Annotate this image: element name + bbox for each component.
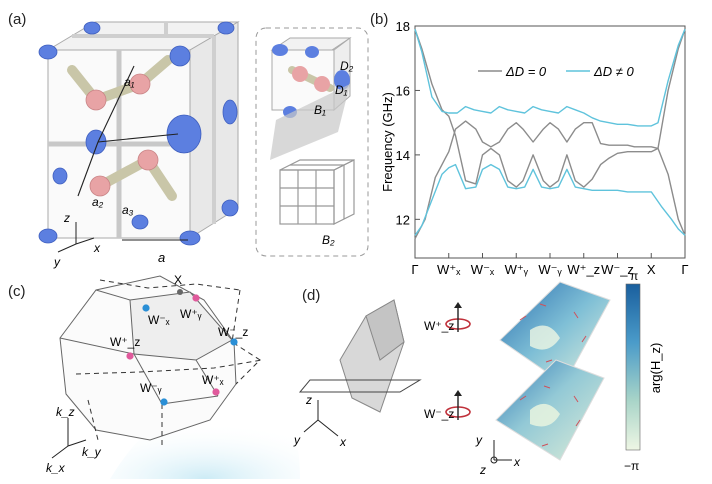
colorbar [625, 283, 641, 451]
x-ticks: Γ W⁺ₓ W⁻ₓ W⁺ᵧ W⁻ᵧ W⁺_z W⁻_z X Γ [411, 253, 689, 277]
chart-frame [414, 25, 686, 259]
panel-a-label: (a) [8, 11, 26, 28]
unit-cell-cube [46, 21, 240, 239]
legend: ΔD = 0 ΔD ≠ 0 [478, 64, 634, 79]
panel-c: (c) X W⁻ₓ W⁺ᵧ W⁺ [8, 273, 300, 479]
y-tick-label: 12 [396, 212, 410, 227]
pt-Wx-minus: W⁻ₓ [148, 313, 170, 327]
pt-Wz-minus: W⁻_z [218, 325, 248, 339]
y-axis-label: Frequency (GHz) [380, 92, 395, 192]
axis-y-d: y [293, 433, 301, 447]
high-symmetry-points [126, 289, 238, 406]
panel-d-label: (d) [302, 287, 320, 304]
panel-b-label: (b) [370, 11, 388, 28]
inset-unit [270, 37, 352, 160]
axis-y-d2: y [475, 433, 483, 447]
series-line-2 [414, 28, 686, 127]
bz-dashed [75, 279, 263, 448]
x-tick-label: W⁻_z [601, 262, 634, 277]
vector-a3: a₃ [122, 203, 134, 217]
colorbar-max: π [630, 269, 638, 283]
axis-kx: k_x [46, 461, 66, 475]
row-label-minus: W⁻_z [424, 407, 454, 421]
prism-3d [298, 299, 422, 413]
pt-X: X [174, 273, 182, 287]
colorbar-label: arg(H_z) [648, 343, 663, 394]
row-label-plus: W⁺_z [424, 319, 454, 333]
series-line-0 [414, 120, 686, 240]
vector-a2: a₂ [92, 195, 104, 209]
axes-d-left [303, 400, 339, 437]
x-tick-label: W⁺ᵧ [505, 262, 529, 277]
y-tick-label: 14 [396, 148, 410, 163]
axis-z-d: z [305, 393, 312, 407]
label-B1: B₁ [314, 103, 326, 117]
y-tick-label: 16 [396, 83, 410, 98]
panel-d: (d) z y x W⁺_z W⁻_z [293, 269, 663, 477]
label-D2: D₂ [340, 59, 354, 73]
axis-x-d2: x [513, 455, 521, 469]
y-ticks: 12 14 16 18 [396, 19, 420, 227]
panel-a: (a) [8, 11, 369, 269]
x-tick-label: W⁻ᵧ [538, 262, 562, 277]
pt-Wz-plus: W⁺_z [110, 335, 140, 349]
axis-x-d: x [339, 435, 347, 449]
axes-a [57, 222, 95, 253]
colorbar-min: −π [624, 459, 639, 473]
brillouin-zone [59, 275, 237, 441]
vector-a1: a₁ [124, 75, 135, 89]
panel-b: (b) Frequency (GHz) 12 14 16 18 Γ W⁺ₓ W⁻ₓ W⁺ᵧ W… [370, 11, 689, 277]
vortex-icon-plus [445, 302, 471, 332]
axis-x-a: x [93, 241, 101, 255]
legend-label-dd1: ΔD ≠ 0 [593, 64, 634, 79]
axis-z-a: z [63, 211, 70, 225]
axis-y-a: y [53, 255, 61, 269]
axes-c [51, 418, 87, 459]
series-line-3 [414, 163, 686, 236]
inset-frame [255, 27, 369, 257]
axis-ky: k_y [82, 445, 102, 459]
x-tick-label: X [647, 262, 656, 277]
legend-label-dd0: ΔD = 0 [505, 64, 547, 79]
x-tick-label: W⁻ₓ [471, 262, 495, 277]
chart-series [414, 28, 686, 240]
x-tick-label: W⁺_z [567, 262, 600, 277]
x-tick-label: Γ [681, 262, 688, 277]
pt-Wy-plus: W⁺ᵧ [180, 307, 202, 321]
field-arrows [519, 303, 587, 447]
panel-c-label: (c) [8, 283, 26, 300]
axes-d-right [490, 440, 512, 464]
x-tick-label: Γ [411, 262, 418, 277]
axis-z-d2: z [479, 463, 486, 477]
discs [38, 21, 239, 246]
inset-grid [279, 159, 355, 225]
field-map-minus [495, 359, 605, 461]
label-B2: B₂ [322, 233, 335, 247]
lattice-constant: a [158, 250, 165, 265]
pt-Wy-minus: W⁻ᵧ [140, 381, 162, 395]
label-D1: D₁ [335, 83, 348, 97]
vortex-icon-minus [445, 390, 471, 420]
axis-kz: k_z [56, 405, 75, 419]
spheres [85, 73, 159, 197]
series-line-1 [414, 28, 686, 188]
pt-Wx-plus: W⁺ₓ [202, 373, 224, 387]
x-tick-label: W⁺ₓ [437, 262, 461, 277]
y-tick-label: 18 [396, 19, 410, 34]
lattice-vectors [77, 65, 188, 241]
